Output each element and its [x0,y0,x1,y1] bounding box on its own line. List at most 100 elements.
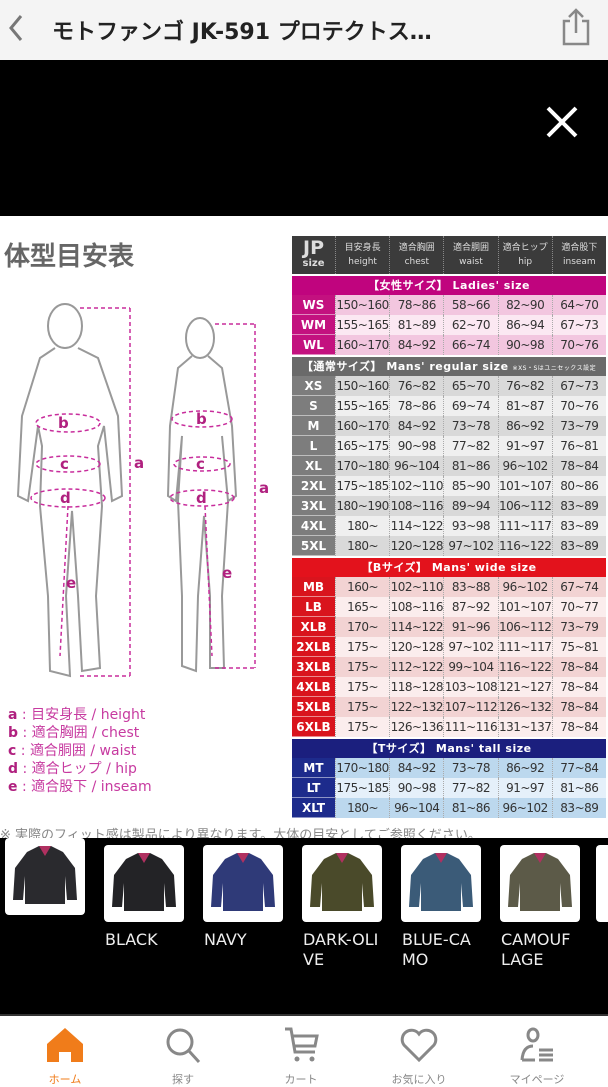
size-cell: 4XLB [292,677,335,697]
size-cell: 3XLB [292,657,335,677]
table-header: JP size 目安身長 height 適合胸囲 chest 適合胴囲 waist 適合ヒップ… [292,236,606,274]
nav-label: マイページ [509,1073,565,1086]
share-icon[interactable] [560,8,592,46]
color-label-line: LAGE [501,950,544,969]
value-cell: 86~92 [497,758,552,778]
column-header-jp: 適合胸囲 [398,243,435,253]
nav-item-heart[interactable]: お気に入り [379,1026,459,1087]
value-cell: 73~79 [551,416,606,436]
value-cell: 121~127 [497,677,552,697]
figure-label-b2: b [196,410,207,428]
nav-item-cart[interactable]: カート [261,1026,341,1087]
value-cell: 81~86 [443,798,497,818]
value-cell: 70~76 [551,335,606,355]
value-cell: 175~ [335,717,389,737]
value-cell: 73~78 [443,758,497,778]
page-title: モトファンゴ JK-591 プロテクトス… [52,20,432,45]
value-cell: 170~ [335,617,389,637]
table-row: XLB 170~ 114~122 91~96 106~112 73~79 [292,617,606,637]
color-label: CAMOUF LAGE [501,930,587,970]
color-thumbnail-strip[interactable]: BLACK NAVY DARK-OLI VE BLUE-CA MO CAMOUF LAGE [0,838,608,1014]
color-thumbnail[interactable] [5,838,85,915]
fit-note: ※ 実際のフィット感は製品により異なります。大体の目安としてご参照ください。 [0,828,481,838]
table-row: XS 150~160 76~82 65~70 76~82 67~73 [292,376,606,396]
legend-item: e : 適合股下 / inseam [8,778,152,796]
value-cell: 175~185 [335,476,389,496]
measurement-legend: a : 目安身長 / height b : 適合胸囲 / chest c : 適合胴… [8,706,152,796]
column-header-en: height [348,257,377,267]
value-cell: 69~74 [443,396,497,416]
column-header: 適合ヒップ hip [497,236,552,274]
value-cell: 131~137 [497,717,552,737]
value-cell: 126~136 [389,717,443,737]
value-cell: 155~165 [335,315,389,335]
nav-item-user[interactable]: マイページ [497,1026,577,1087]
value-cell: 64~70 [551,295,606,315]
size-cell: LB [292,597,335,617]
table-row: 2XLB 175~ 120~128 97~102 111~117 75~81 [292,637,606,657]
size-cell: 3XL [292,496,335,516]
value-cell: 91~97 [497,436,552,456]
value-cell: 66~74 [443,335,497,355]
value-cell: 107~112 [443,697,498,717]
value-cell: 112~122 [389,657,443,677]
figure-label-a: a [134,454,144,472]
value-cell: 106~112 [497,617,552,637]
value-cell: 77~82 [443,436,497,456]
color-thumbnail[interactable] [203,845,283,922]
group-header: 【通常サイズ】 Mans' regular size ※XS・Sはユニセックス設定 [292,357,606,376]
value-cell: 91~96 [443,617,497,637]
value-cell: 78~86 [389,295,443,315]
size-cell: LT [292,778,335,798]
color-thumbnail[interactable] [500,845,580,922]
value-cell: 75~81 [551,637,606,657]
group-label: 【Bサイズ】 Mans' wide size [361,561,537,574]
color-thumbnail[interactable] [401,845,481,922]
legend-item: c : 適合胴囲 / waist [8,742,152,760]
value-cell: 170~180 [335,758,389,778]
figure-label-d2: d [196,489,207,507]
value-cell: 83~88 [443,577,497,597]
column-header-en: chest [404,257,429,267]
value-cell: 77~84 [551,758,606,778]
table-row: 5XLB 175~ 122~132 107~112 126~132 78~84 [292,697,606,717]
table-row: LB 165~ 108~116 87~92 101~107 70~77 [292,597,606,617]
corner-jp: JP [303,237,324,259]
size-cell: XL [292,456,335,476]
legend-item: a : 目安身長 / height [8,706,152,724]
value-cell: 175~ [335,657,389,677]
column-header-en: inseam [562,257,596,267]
group-header: 【Bサイズ】 Mans' wide size [292,558,606,577]
chevron-left-icon[interactable] [6,10,30,54]
value-cell: 111~116 [443,717,498,737]
nav-item-search[interactable]: 探す [143,1026,223,1087]
value-cell: 108~116 [389,496,443,516]
color-thumbnail-partial[interactable] [596,845,608,922]
color-label-line: VE [303,950,325,969]
size-cell: 2XLB [292,637,335,657]
figure-label-d: d [60,489,71,507]
table-row: WL 160~170 84~92 66~74 90~98 70~76 [292,335,606,355]
size-cell: WL [292,335,335,355]
column-header: 適合股下 inseam [551,236,606,274]
value-cell: 76~82 [497,376,552,396]
column-header-jp: 目安身長 [344,243,381,253]
value-cell: 116~122 [497,536,552,556]
group-label: 【通常サイズ】 Mans' regular size [301,360,509,373]
value-cell: 180~ [335,798,389,818]
value-cell: 111~117 [497,637,552,657]
color-thumbnail[interactable] [302,845,382,922]
legend-separator: : [17,779,32,795]
color-thumbnail[interactable] [104,845,184,922]
home-icon [25,1026,105,1068]
value-cell: 102~110 [389,577,443,597]
size-cell: S [292,396,335,416]
figure-label-e2: e [222,564,232,582]
close-icon[interactable] [540,100,584,144]
figure-label-b: b [58,414,69,432]
value-cell: 103~108 [443,677,498,697]
value-cell: 78~86 [389,396,443,416]
value-cell: 97~102 [443,536,497,556]
nav-item-home[interactable]: ホーム [25,1026,105,1087]
value-cell: 165~ [335,597,389,617]
